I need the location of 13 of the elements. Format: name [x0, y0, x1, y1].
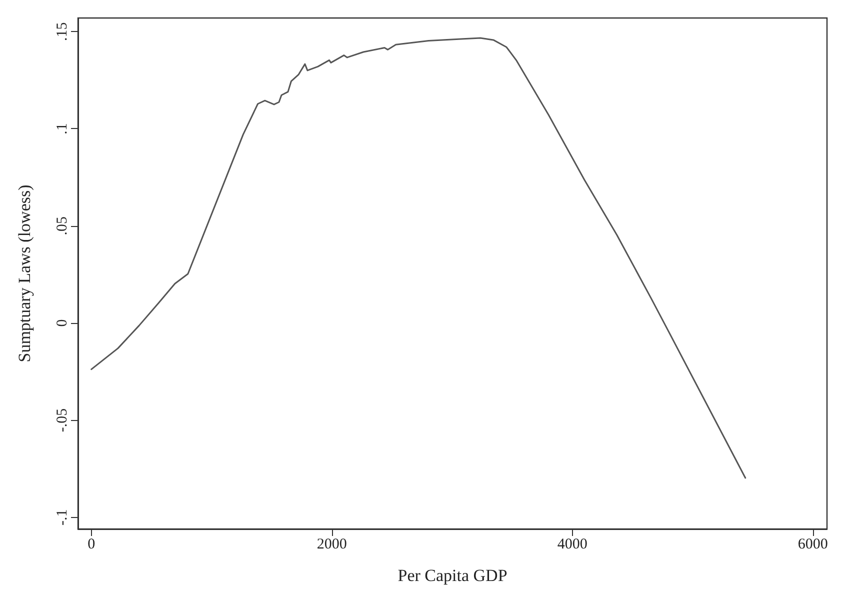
y-tick-label: .15 — [54, 22, 70, 41]
y-tick-label: .05 — [54, 216, 70, 236]
x-tick-label: 4000 — [557, 536, 588, 552]
y-axis-title: Sumptuary Laws (lowess) — [15, 184, 34, 362]
y-tick-label: .1 — [54, 123, 70, 134]
x-tick-label: 6000 — [798, 536, 828, 552]
line-series — [90, 37, 746, 479]
y-tick-label: -.05 — [54, 408, 70, 432]
y-tick-label: -.1 — [54, 509, 70, 526]
x-tick-label: 0 — [88, 536, 96, 552]
x-tick-label: 2000 — [316, 536, 347, 552]
y-tick-label: 0 — [54, 319, 70, 327]
x-axis-title: Per Capita GDP — [398, 566, 508, 585]
